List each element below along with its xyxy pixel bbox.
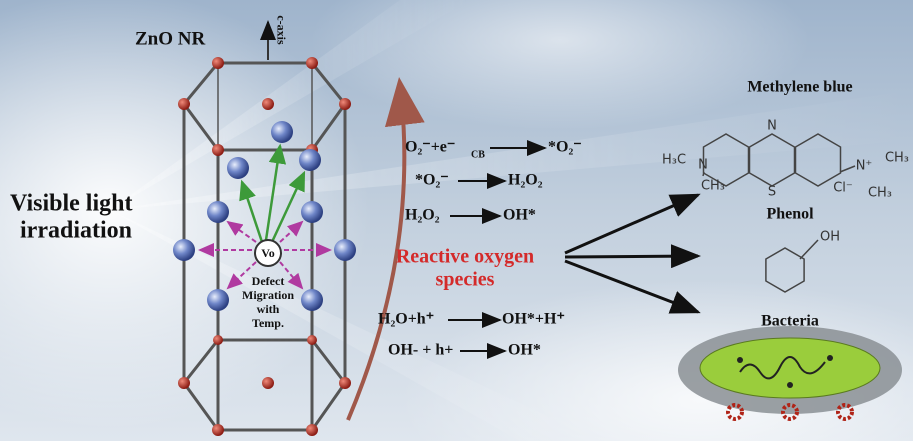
target-label: Methylene blue xyxy=(747,79,852,96)
title: ZnO NR xyxy=(135,28,205,49)
atom: N⁺ xyxy=(856,159,873,174)
atom: N xyxy=(767,119,777,134)
target-arrows xyxy=(565,195,698,312)
reaction-right: *O₂⁻ xyxy=(548,139,582,156)
atom: CH₃ xyxy=(868,186,892,201)
defect-label: Temp. xyxy=(252,316,284,330)
reaction-right: OH*+H⁺ xyxy=(502,311,565,328)
reaction-left: O₂⁻+e⁻ xyxy=(405,139,455,156)
bond xyxy=(703,172,704,176)
reaction-left: *O₂⁻ xyxy=(415,172,449,189)
bond xyxy=(840,166,855,172)
atom: OH xyxy=(820,230,840,245)
ros-label: species xyxy=(436,269,495,291)
reaction-right: OH* xyxy=(508,342,541,359)
reaction-left: OH- + h+ xyxy=(388,342,453,359)
defect-label: with xyxy=(257,302,280,316)
bond xyxy=(800,240,818,259)
bacterium xyxy=(678,326,902,419)
ros-label: Reactive oxygen xyxy=(396,246,534,268)
canvas: Vo Defect Migration with Temp. c-axis Zn… xyxy=(0,0,913,441)
atom: CH₃ xyxy=(885,151,909,166)
target-label: Phenol xyxy=(766,206,814,223)
reaction-right: H₂O₂ xyxy=(508,172,543,189)
defect-label: Defect xyxy=(252,274,285,288)
axis-label: c-axis xyxy=(274,15,288,45)
atom: H₃C xyxy=(662,153,686,168)
light-label: Visible light xyxy=(10,191,132,217)
light-label: irradiation xyxy=(20,218,132,244)
reaction-left: H₂O+h⁺ xyxy=(378,311,434,328)
defect-label: Migration xyxy=(242,288,294,302)
bond xyxy=(766,248,804,292)
diagram: Vo Defect Migration with Temp. c-axis Zn… xyxy=(0,0,913,441)
atom: N xyxy=(698,158,708,173)
atom: Cl⁻ xyxy=(833,181,853,196)
reaction-right: OH* xyxy=(503,207,536,224)
atom: CH₃ xyxy=(701,179,725,194)
reaction-left: H₂O₂ xyxy=(405,207,440,224)
vacancy-label: Vo xyxy=(261,246,275,260)
reaction-subscript: CB xyxy=(471,149,485,160)
atom: S xyxy=(768,185,776,200)
